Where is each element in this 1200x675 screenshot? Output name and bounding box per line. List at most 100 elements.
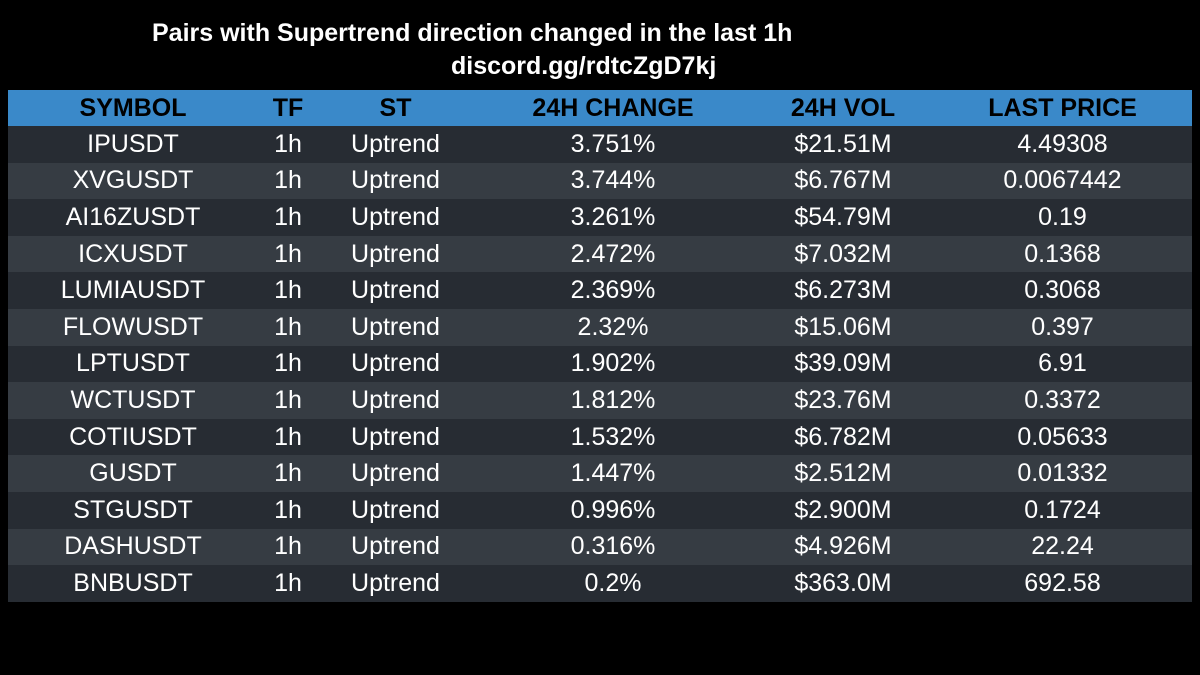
price-cell: 0.1368 [933, 235, 1192, 273]
volume-cell: $6.782M [753, 418, 933, 456]
supertrend-cell: Uptrend [318, 565, 473, 602]
column-header-symbol: SYMBOL [8, 90, 258, 126]
timeframe-cell: 1h [258, 126, 318, 163]
supertrend-cell: Uptrend [318, 418, 473, 456]
timeframe-cell: 1h [258, 308, 318, 346]
column-header-tf: TF [258, 90, 318, 126]
symbol-cell: LPTUSDT [8, 345, 258, 383]
supertrend-cell: Uptrend [318, 528, 473, 566]
price-cell: 4.49308 [933, 126, 1192, 163]
symbol-cell: ICXUSDT [8, 235, 258, 273]
supertrend-cell: Uptrend [318, 382, 473, 419]
price-cell: 22.24 [933, 528, 1192, 566]
change-cell: 2.472% [473, 235, 753, 273]
volume-cell: $39.09M [753, 345, 933, 383]
table-row: DASHUSDT 1h Uptrend 0.316% $4.926M 22.24 [8, 528, 1192, 566]
table-row: LPTUSDT 1h Uptrend 1.902% $39.09M 6.91 [8, 345, 1192, 383]
price-cell: 6.91 [933, 345, 1192, 383]
supertrend-cell: Uptrend [318, 199, 473, 236]
price-cell: 0.1724 [933, 491, 1192, 529]
table-row: WCTUSDT 1h Uptrend 1.812% $23.76M 0.3372 [8, 382, 1192, 419]
price-cell: 0.0067442 [933, 162, 1192, 200]
column-header-last-price: LAST PRICE [933, 90, 1192, 126]
supertrend-cell: Uptrend [318, 235, 473, 273]
supertrend-cell: Uptrend [318, 345, 473, 383]
table-row: AI16ZUSDT 1h Uptrend 3.261% $54.79M 0.19 [8, 199, 1192, 236]
volume-cell: $6.767M [753, 162, 933, 200]
volume-cell: $363.0M [753, 565, 933, 602]
timeframe-cell: 1h [258, 162, 318, 200]
volume-cell: $54.79M [753, 199, 933, 236]
discord-link: discord.gg/rdtcZgD7kj [451, 52, 717, 80]
supertrend-cell: Uptrend [318, 162, 473, 200]
column-header-24h-change: 24H CHANGE [473, 90, 753, 126]
change-cell: 0.2% [473, 565, 753, 602]
symbol-cell: STGUSDT [8, 491, 258, 529]
timeframe-cell: 1h [258, 235, 318, 273]
timeframe-cell: 1h [258, 528, 318, 566]
symbol-cell: COTIUSDT [8, 418, 258, 456]
price-cell: 0.3068 [933, 272, 1192, 309]
change-cell: 3.751% [473, 126, 753, 163]
volume-cell: $2.900M [753, 491, 933, 529]
volume-cell: $4.926M [753, 528, 933, 566]
table-row: STGUSDT 1h Uptrend 0.996% $2.900M 0.1724 [8, 491, 1192, 529]
column-header-24h-vol: 24H VOL [753, 90, 933, 126]
table-row: FLOWUSDT 1h Uptrend 2.32% $15.06M 0.397 [8, 308, 1192, 346]
symbol-cell: IPUSDT [8, 126, 258, 163]
column-header-st: ST [318, 90, 473, 126]
change-cell: 0.316% [473, 528, 753, 566]
volume-cell: $2.512M [753, 455, 933, 492]
timeframe-cell: 1h [258, 491, 318, 529]
timeframe-cell: 1h [258, 199, 318, 236]
change-cell: 1.447% [473, 455, 753, 492]
timeframe-cell: 1h [258, 345, 318, 383]
price-cell: 0.3372 [933, 382, 1192, 419]
symbol-cell: AI16ZUSDT [8, 199, 258, 236]
volume-cell: $7.032M [753, 235, 933, 273]
supertrend-cell: Uptrend [318, 308, 473, 346]
header-row: SYMBOL TF ST 24H CHANGE 24H VOL LAST PRI… [8, 90, 1192, 126]
volume-cell: $23.76M [753, 382, 933, 419]
pairs-table: SYMBOL TF ST 24H CHANGE 24H VOL LAST PRI… [8, 90, 1192, 602]
timeframe-cell: 1h [258, 565, 318, 602]
table-row: BNBUSDT 1h Uptrend 0.2% $363.0M 692.58 [8, 565, 1192, 602]
table-row: COTIUSDT 1h Uptrend 1.532% $6.782M 0.05633 [8, 418, 1192, 456]
supertrend-cell: Uptrend [318, 491, 473, 529]
symbol-cell: FLOWUSDT [8, 308, 258, 346]
volume-cell: $15.06M [753, 308, 933, 346]
change-cell: 1.902% [473, 345, 753, 383]
price-cell: 0.19 [933, 199, 1192, 236]
volume-cell: $6.273M [753, 272, 933, 309]
table-body: IPUSDT 1h Uptrend 3.751% $21.51M 4.49308 XVGUS… [8, 126, 1192, 602]
page-title: Pairs with Supertrend direction changed … [152, 19, 793, 47]
change-cell: 3.261% [473, 199, 753, 236]
symbol-cell: LUMIAUSDT [8, 272, 258, 309]
change-cell: 1.812% [473, 382, 753, 419]
timeframe-cell: 1h [258, 382, 318, 419]
change-cell: 1.532% [473, 418, 753, 456]
volume-cell: $21.51M [753, 126, 933, 163]
table-row: GUSDT 1h Uptrend 1.447% $2.512M 0.01332 [8, 455, 1192, 492]
supertrend-cell: Uptrend [318, 455, 473, 492]
timeframe-cell: 1h [258, 272, 318, 309]
price-cell: 0.397 [933, 308, 1192, 346]
supertrend-cell: Uptrend [318, 272, 473, 309]
table-row: IPUSDT 1h Uptrend 3.751% $21.51M 4.49308 [8, 126, 1192, 163]
symbol-cell: GUSDT [8, 455, 258, 492]
symbol-cell: WCTUSDT [8, 382, 258, 419]
change-cell: 3.744% [473, 162, 753, 200]
price-cell: 0.05633 [933, 418, 1192, 456]
table-row: XVGUSDT 1h Uptrend 3.744% $6.767M 0.0067442 [8, 162, 1192, 200]
price-cell: 692.58 [933, 565, 1192, 602]
table-row: LUMIAUSDT 1h Uptrend 2.369% $6.273M 0.3068 [8, 272, 1192, 309]
symbol-cell: DASHUSDT [8, 528, 258, 566]
change-cell: 2.369% [473, 272, 753, 309]
symbol-cell: BNBUSDT [8, 565, 258, 602]
change-cell: 0.996% [473, 491, 753, 529]
timeframe-cell: 1h [258, 418, 318, 456]
change-cell: 2.32% [473, 308, 753, 346]
supertrend-cell: Uptrend [318, 126, 473, 163]
table-row: ICXUSDT 1h Uptrend 2.472% $7.032M 0.1368 [8, 235, 1192, 273]
